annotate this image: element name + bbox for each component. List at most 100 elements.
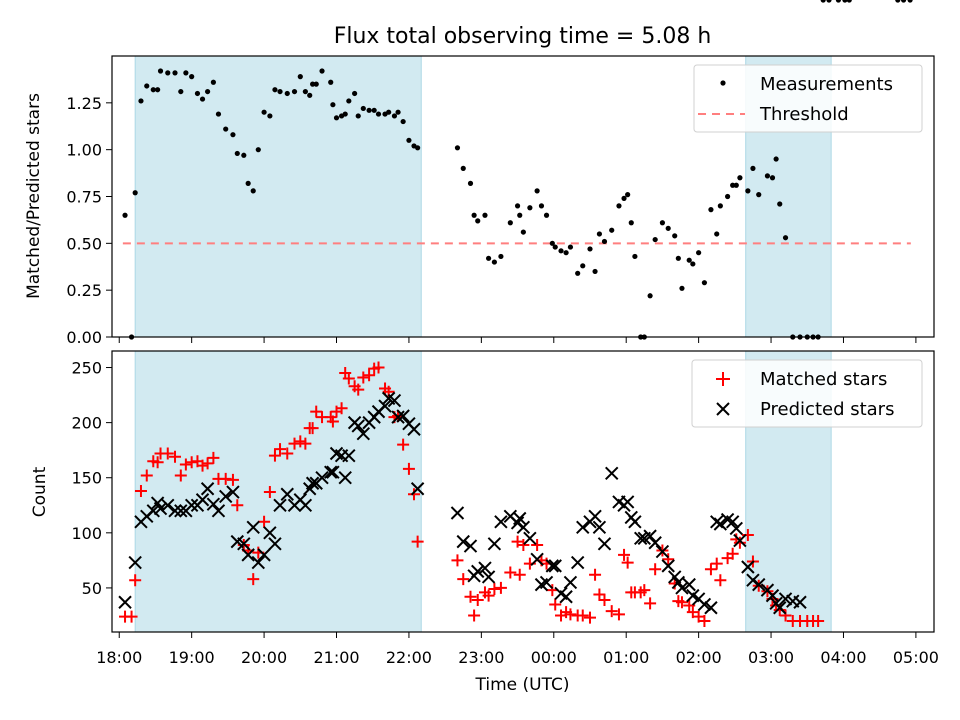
y-tick-label: 1.25 bbox=[66, 94, 102, 113]
bottom-panel: 50 100 150 200 250 18:00 19:00 20:00 21:00 22:00… bbox=[30, 351, 939, 695]
measurement-point bbox=[575, 270, 581, 276]
measurement-point bbox=[333, 115, 340, 121]
predicted-point bbox=[237, 537, 251, 551]
measurement-point bbox=[255, 147, 261, 153]
measurement-point bbox=[471, 212, 477, 218]
measurement-point bbox=[717, 203, 723, 209]
predicted-point bbox=[315, 471, 329, 485]
predicted-point bbox=[643, 529, 657, 543]
measurement-point bbox=[596, 231, 603, 237]
measurement-point bbox=[628, 220, 634, 226]
predicted-point bbox=[793, 595, 807, 609]
predicted-point bbox=[184, 498, 199, 512]
matched-point bbox=[605, 605, 618, 618]
measurement-point bbox=[764, 173, 771, 179]
predicted-point bbox=[391, 410, 405, 424]
matched-point bbox=[352, 383, 365, 396]
measurement-point bbox=[907, 0, 913, 3]
matched-point bbox=[812, 614, 825, 627]
matched-point bbox=[306, 422, 319, 435]
predicted-point bbox=[211, 504, 226, 518]
measurement-point bbox=[820, 0, 826, 3]
predicted-point bbox=[628, 515, 642, 529]
measurement-point bbox=[777, 201, 783, 207]
measurement-point bbox=[498, 253, 504, 260]
measurement-point bbox=[895, 0, 901, 3]
predicted-point bbox=[682, 577, 696, 592]
y-tick-label: 150 bbox=[71, 469, 102, 488]
matched-point bbox=[612, 608, 625, 621]
predicted-point bbox=[478, 561, 492, 575]
measurement-point bbox=[346, 98, 352, 104]
matched-point bbox=[621, 556, 634, 569]
measurement-point bbox=[750, 165, 756, 171]
measurement-point bbox=[241, 152, 247, 158]
measurement-point bbox=[204, 88, 211, 95]
predicted-point bbox=[487, 537, 502, 551]
measurement-point bbox=[652, 236, 658, 243]
y-tick-label: 1.00 bbox=[66, 141, 102, 160]
measurement-point bbox=[769, 175, 776, 181]
measurement-point bbox=[272, 87, 278, 93]
y-tick-label: 200 bbox=[71, 414, 102, 433]
predicted-point bbox=[241, 548, 255, 562]
measurement-point bbox=[701, 280, 708, 286]
measurement-point bbox=[330, 102, 336, 108]
predicted-series bbox=[119, 392, 807, 615]
measurement-point bbox=[189, 74, 195, 80]
predicted-point bbox=[298, 498, 313, 512]
shaded-interval bbox=[134, 55, 422, 338]
predicted-point bbox=[268, 537, 282, 551]
predicted-point bbox=[195, 493, 210, 507]
matched-point bbox=[710, 557, 723, 570]
measurement-point bbox=[659, 220, 666, 226]
measurement-point bbox=[302, 88, 308, 95]
measurement-point bbox=[714, 231, 720, 237]
predicted-point bbox=[128, 555, 142, 570]
matched-point bbox=[372, 361, 385, 374]
predicted-point bbox=[410, 482, 425, 496]
x-tick-label: 00:00 bbox=[531, 648, 577, 667]
measurement-point bbox=[223, 126, 229, 132]
measurement-point bbox=[514, 203, 521, 209]
matched-point bbox=[411, 535, 424, 548]
measurement-point bbox=[632, 253, 638, 260]
matched-point bbox=[288, 437, 301, 450]
top-y-label: Matched/Predicted stars bbox=[24, 93, 44, 299]
predicted-point bbox=[246, 520, 260, 535]
measurement-point bbox=[485, 255, 492, 261]
predicted-point bbox=[675, 581, 689, 595]
measurement-point bbox=[230, 132, 236, 138]
measurement-point bbox=[686, 257, 692, 263]
predicted-point bbox=[563, 575, 578, 590]
measurement-point bbox=[210, 79, 216, 85]
measurement-point bbox=[406, 137, 412, 143]
measurement-point bbox=[371, 107, 377, 113]
predicted-point bbox=[251, 555, 266, 570]
matched-point bbox=[488, 583, 501, 596]
measurement-point bbox=[616, 203, 622, 209]
bottom-y-axis: 50 100 150 200 250 bbox=[71, 359, 112, 598]
chart-title: Flux total observing time = 5.08 h bbox=[334, 24, 712, 49]
measurement-point bbox=[122, 212, 128, 218]
predicted-point bbox=[592, 520, 607, 535]
measurement-point bbox=[352, 90, 358, 97]
measurement-point bbox=[580, 263, 586, 269]
predicted-point bbox=[713, 517, 728, 531]
matched-point bbox=[129, 574, 142, 587]
predicted-point bbox=[620, 495, 635, 509]
matched-point bbox=[644, 597, 657, 610]
matched-point bbox=[675, 596, 688, 609]
x-tick-label: 22:00 bbox=[386, 648, 432, 667]
matched-point bbox=[482, 589, 495, 602]
predicted-point bbox=[704, 601, 718, 615]
matched-point bbox=[258, 515, 271, 528]
measurement-point bbox=[900, 0, 907, 3]
matched-point bbox=[402, 462, 415, 475]
measurement-point bbox=[826, 0, 832, 3]
matched-point bbox=[231, 499, 244, 512]
y-tick-label: 0.25 bbox=[66, 281, 102, 300]
measurement-point bbox=[527, 205, 533, 211]
x-tick-label: 21:00 bbox=[313, 648, 359, 667]
measurement-point bbox=[567, 244, 574, 250]
